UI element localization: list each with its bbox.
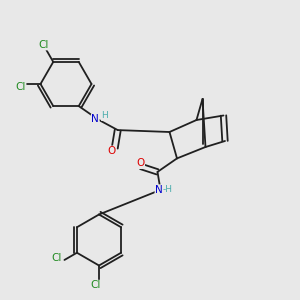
Text: N: N: [155, 185, 163, 195]
Text: O: O: [107, 146, 115, 156]
Text: Cl: Cl: [91, 280, 101, 290]
Text: N: N: [92, 114, 99, 124]
Text: Cl: Cl: [52, 254, 62, 263]
Text: O: O: [136, 158, 145, 169]
Text: H: H: [101, 112, 108, 121]
Text: Cl: Cl: [38, 40, 49, 50]
Text: -H: -H: [163, 184, 173, 194]
Text: Cl: Cl: [15, 82, 26, 92]
